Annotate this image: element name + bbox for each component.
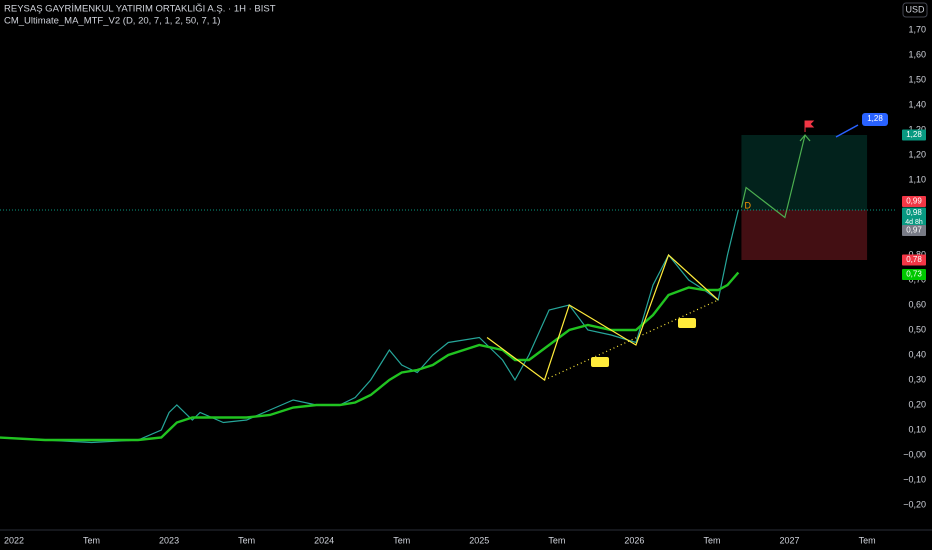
- price-label: 0,99: [906, 197, 922, 206]
- price-label-box: [902, 269, 926, 280]
- callout-box: [862, 113, 888, 126]
- y-tick-label: 1,40: [908, 99, 926, 109]
- x-tick-label: 2022: [4, 535, 24, 545]
- y-tick-label: 0,80: [908, 249, 926, 259]
- zigzag: [486, 253, 719, 381]
- price-label-note: 4d 8h: [905, 219, 923, 226]
- currency-button[interactable]: [902, 2, 928, 18]
- y-tick-label: 0,50: [908, 324, 926, 334]
- callout-label: 1,28: [867, 114, 883, 123]
- y-tick-label: 0,30: [908, 374, 926, 384]
- y-tick-label: 0,10: [908, 424, 926, 434]
- y-tick-label: 0,20: [908, 399, 926, 409]
- pattern-box: [591, 357, 609, 367]
- y-tick-label: 0,60: [908, 299, 926, 309]
- price-label: 0,97: [906, 226, 922, 235]
- currency-label[interactable]: USD: [905, 4, 925, 14]
- y-tick-label: 1,10: [908, 174, 926, 184]
- x-tick-label: 2024: [314, 535, 334, 545]
- x-tick-label: Tem: [238, 535, 255, 545]
- price-label-box: [902, 129, 926, 141]
- price-label-box: [902, 225, 926, 236]
- x-tick-label: Tem: [393, 535, 410, 545]
- x-tick-label: Tem: [83, 535, 100, 545]
- arrow-head: [799, 134, 811, 142]
- y-tick-label: −0,20: [903, 499, 926, 509]
- ma-line: [0, 271, 740, 442]
- price-label: 0,98: [906, 208, 922, 217]
- price-label: 0,78: [906, 255, 922, 264]
- x-tick-label: Tem: [548, 535, 565, 545]
- callout-pointer: [835, 124, 859, 138]
- y-tick-label: 1,50: [908, 74, 926, 84]
- target-zone: [741, 135, 868, 210]
- y-tick-label: −0,10: [903, 474, 926, 484]
- price-label-box: [902, 254, 926, 266]
- indicator-label: CM_Ultimate_MA_MTF_V2 (D, 20, 7, 1, 2, 5…: [4, 16, 220, 27]
- price-label-box: [902, 196, 926, 207]
- pattern-box: [678, 318, 696, 328]
- y-tick-label: 0,40: [908, 349, 926, 359]
- x-tick-label: Tem: [703, 535, 720, 545]
- projection: [740, 134, 806, 219]
- flag: [804, 120, 815, 132]
- x-tick-label: 2023: [159, 535, 179, 545]
- y-tick-label: 1,60: [908, 49, 926, 59]
- x-tick-label: 2026: [624, 535, 644, 545]
- price-label-box: [902, 207, 926, 228]
- price-label: 1,28: [906, 130, 922, 139]
- price-line: [0, 209, 739, 444]
- chart-title: REYSAŞ GAYRİMENKUL YATIRIM ORTAKLIĞI A.Ş…: [4, 4, 276, 15]
- x-tick-label: Tem: [859, 535, 876, 545]
- y-tick-label: −0,00: [903, 449, 926, 459]
- y-tick-label: 1,30: [908, 124, 926, 134]
- stop-zone: [741, 210, 868, 260]
- y-tick-label: 1,70: [908, 24, 926, 34]
- price-label: 0,73: [906, 270, 922, 279]
- x-tick-label: 2027: [780, 535, 800, 545]
- marker-letter: D: [744, 200, 751, 210]
- x-tick-label: 2025: [469, 535, 489, 545]
- y-tick-label: 1,20: [908, 149, 926, 159]
